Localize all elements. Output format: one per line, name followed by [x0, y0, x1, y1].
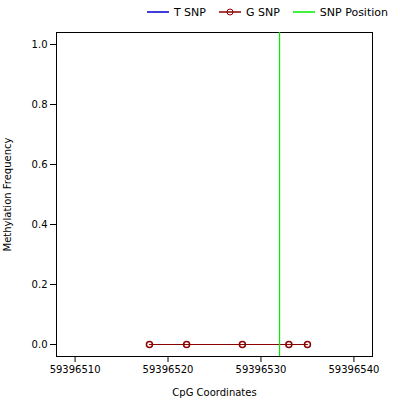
svg-text:0.4: 0.4: [32, 219, 48, 230]
svg-text:0.0: 0.0: [32, 339, 48, 350]
html-text:SNP Position: SNP Position: [319, 5, 388, 19]
html-text:G SNP: G SNP: [246, 5, 280, 19]
svg-text:0.8: 0.8: [32, 99, 48, 110]
svg-text:Methylation Frequency: Methylation Frequency: [2, 137, 13, 251]
svg-text:59396520: 59396520: [143, 364, 194, 375]
svg-text:59396540: 59396540: [328, 364, 379, 375]
svg-text:59396510: 59396510: [50, 364, 101, 375]
svg-text:0.2: 0.2: [32, 279, 48, 290]
svg-text:CpG Coordinates: CpG Coordinates: [172, 387, 256, 398]
html-text:T SNP: T SNP: [173, 5, 206, 19]
svg-text:1.0: 1.0: [32, 39, 48, 50]
svg-text:0.6: 0.6: [32, 159, 48, 170]
svg-text:59396530: 59396530: [236, 364, 287, 375]
